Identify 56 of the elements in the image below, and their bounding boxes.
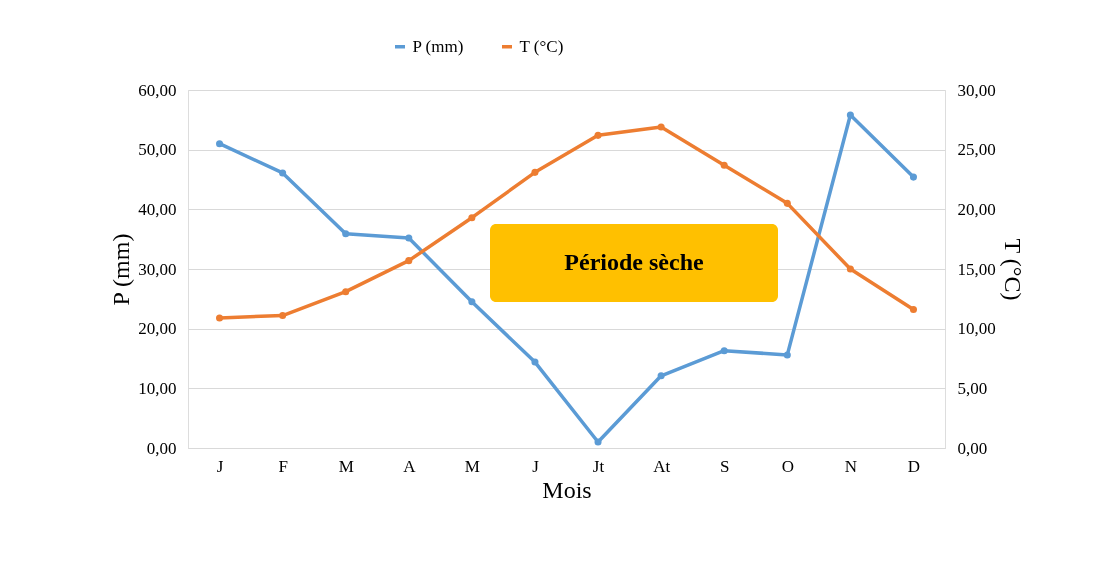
point: [846, 265, 854, 273]
y-tick-label: 0,00: [146, 438, 177, 458]
point: [531, 168, 539, 176]
legend-label: T (°C): [519, 36, 564, 56]
y2-tick-label: 25,00: [957, 140, 996, 160]
y-axis-title: P (mm): [108, 233, 135, 306]
y2-axis-title: T (°C): [999, 238, 1026, 301]
x-tick-label: M: [338, 456, 354, 476]
x-tick-label: S: [719, 456, 730, 476]
point: [279, 169, 287, 177]
point: [783, 351, 791, 359]
x-axis-title: Mois: [542, 476, 592, 503]
y2-tick-label: 5,00: [957, 378, 988, 398]
point: [909, 173, 917, 181]
point: [657, 372, 665, 380]
point: [216, 140, 224, 148]
legend-label: P (mm): [412, 36, 464, 56]
point: [720, 161, 728, 169]
point: [279, 312, 287, 320]
y-tick-label: 30,00: [138, 259, 177, 279]
point: [342, 230, 350, 238]
point: [720, 347, 728, 355]
y2-tick-label: 20,00: [957, 199, 996, 219]
point: [594, 438, 602, 446]
x-tick-label: F: [278, 456, 288, 476]
y-tick-label: 20,00: [138, 319, 177, 339]
x-tick-label: A: [403, 456, 417, 476]
point: [405, 234, 413, 242]
y2-tick-label: 10,00: [957, 319, 996, 339]
y2-tick-label: 15,00: [957, 259, 996, 279]
y2-tick-label: 30,00: [957, 80, 996, 100]
y-tick-label: 60,00: [138, 80, 177, 100]
y-tick-label: 50,00: [138, 140, 177, 160]
x-tick-label: M: [464, 456, 480, 476]
point: [531, 358, 539, 366]
x-tick-label: J: [532, 456, 540, 476]
x-tick-label: Jt: [592, 456, 605, 476]
point: [468, 214, 476, 222]
point: [342, 288, 350, 296]
x-tick-label: D: [907, 456, 921, 476]
point: [909, 306, 917, 314]
y-tick-label: 10,00: [138, 378, 177, 398]
point: [657, 123, 665, 131]
y-tick-label: 40,00: [138, 199, 177, 219]
point: [468, 298, 476, 306]
point: [783, 199, 791, 207]
x-tick-label: O: [781, 456, 794, 476]
x-tick-label: N: [844, 456, 858, 476]
x-tick-label: At: [653, 456, 671, 476]
point: [594, 131, 602, 139]
annotation: Période sèche: [564, 249, 704, 275]
point: [216, 314, 224, 322]
x-tick-label: J: [216, 456, 224, 476]
y2-tick-label: 0,00: [957, 438, 988, 458]
point: [846, 111, 854, 119]
point: [405, 257, 413, 265]
